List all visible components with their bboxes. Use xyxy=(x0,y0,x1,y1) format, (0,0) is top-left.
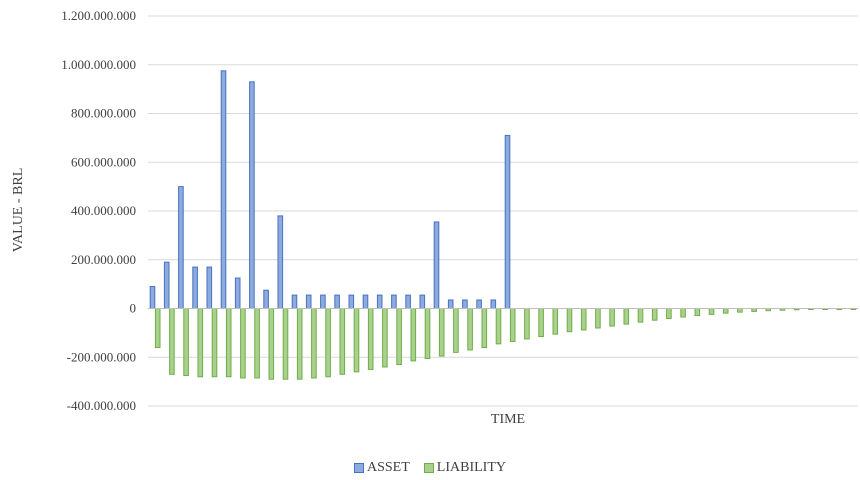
asset-bar xyxy=(405,294,411,309)
liability-bar xyxy=(481,308,488,348)
liability-bar xyxy=(538,308,544,338)
liability-bar xyxy=(197,308,204,378)
liability-bar xyxy=(154,308,161,348)
asset-bar xyxy=(447,299,454,309)
liability-bar xyxy=(637,308,644,323)
liability-bar xyxy=(666,308,672,319)
gridlines xyxy=(148,15,858,407)
liability-bar xyxy=(524,308,530,340)
asset-bar xyxy=(433,221,440,309)
liability-bar xyxy=(410,308,417,362)
y-tick-label: 800.000.000 xyxy=(71,106,136,121)
liability-bar xyxy=(211,308,218,378)
liability-bar xyxy=(438,308,445,357)
liability-bar xyxy=(467,308,473,351)
asset-bar xyxy=(291,294,298,309)
asset-bar xyxy=(149,286,156,309)
y-tick-label: 200.000.000 xyxy=(71,252,136,267)
liability-bar xyxy=(722,308,729,314)
asset-bar xyxy=(192,266,198,309)
liability-bar xyxy=(183,308,189,377)
liability-bar xyxy=(509,308,516,342)
asset-bar xyxy=(277,215,284,309)
asset-bar xyxy=(234,277,241,309)
liability-bar xyxy=(339,308,346,375)
liability-bar xyxy=(552,308,559,335)
asset-bar xyxy=(305,294,312,309)
asset-bar xyxy=(320,294,326,309)
asset-bar xyxy=(220,70,227,309)
liability-bar xyxy=(268,308,275,380)
y-tick-label: 1.000.000.000 xyxy=(61,57,136,72)
liability-bar xyxy=(694,308,701,317)
liability-bar xyxy=(623,308,630,325)
legend-label-liability: LIABILITY xyxy=(436,460,506,475)
liability-bar xyxy=(296,308,303,380)
liability-bar xyxy=(680,308,686,318)
asset-bar xyxy=(348,294,355,309)
y-tick-label: -400.000.000 xyxy=(67,398,136,413)
asset-bar xyxy=(490,299,497,309)
liability-bar xyxy=(282,308,289,380)
asset-bar xyxy=(391,294,397,309)
liability-bar xyxy=(651,308,658,321)
y-axis-tick-labels: 1.200.000.000 1.000.000.000 800.000.000 600… xyxy=(61,8,136,413)
asset-bar xyxy=(206,266,213,309)
asset-bar xyxy=(178,186,184,309)
liability-bar xyxy=(424,308,431,359)
liability-bar xyxy=(595,308,601,329)
liability-swatch xyxy=(423,463,434,473)
x-axis-title: TIME xyxy=(491,412,525,427)
liability-bar xyxy=(609,308,615,327)
asset-bar xyxy=(163,261,170,309)
liability-bar xyxy=(240,308,246,379)
asset-bar xyxy=(249,81,255,309)
legend: ASSET LIABILITY xyxy=(0,460,860,476)
asset-bar xyxy=(362,294,369,309)
legend-label-asset: ASSET xyxy=(367,460,410,475)
asset-bar xyxy=(476,299,482,309)
liability-bar xyxy=(708,308,715,315)
liability-bar xyxy=(453,308,459,353)
liability-bar xyxy=(495,308,502,345)
asset-bar xyxy=(504,134,511,309)
asset-bar xyxy=(334,294,340,309)
liability-bar xyxy=(566,308,573,333)
liability-bar xyxy=(311,308,317,379)
liability-bar xyxy=(396,308,402,366)
asset-bar xyxy=(376,294,383,309)
liability-bar xyxy=(254,308,260,379)
y-tick-label: 1.200.000.000 xyxy=(61,8,136,23)
liability-bar xyxy=(169,308,175,375)
y-axis-title: VALUE - BRL xyxy=(11,168,26,253)
asset-swatch xyxy=(354,463,364,473)
liability-bar xyxy=(367,308,374,370)
y-tick-label: 600.000.000 xyxy=(71,154,136,169)
y-tick-label: 400.000.000 xyxy=(71,203,136,218)
bars xyxy=(149,70,857,380)
legend-item-liability: LIABILITY xyxy=(423,460,506,476)
asset-bar xyxy=(462,299,468,309)
asset-bar xyxy=(419,294,426,309)
y-tick-label: 0 xyxy=(130,301,137,316)
liability-bar xyxy=(737,308,743,313)
liability-bar xyxy=(382,308,388,368)
liability-bar xyxy=(225,308,232,378)
liability-bar xyxy=(325,308,331,378)
legend-item-asset: ASSET xyxy=(354,460,410,476)
asset-bar xyxy=(263,289,269,309)
liability-bar xyxy=(580,308,587,331)
y-tick-label: -200.000.000 xyxy=(67,349,136,364)
liability-bar xyxy=(353,308,360,373)
